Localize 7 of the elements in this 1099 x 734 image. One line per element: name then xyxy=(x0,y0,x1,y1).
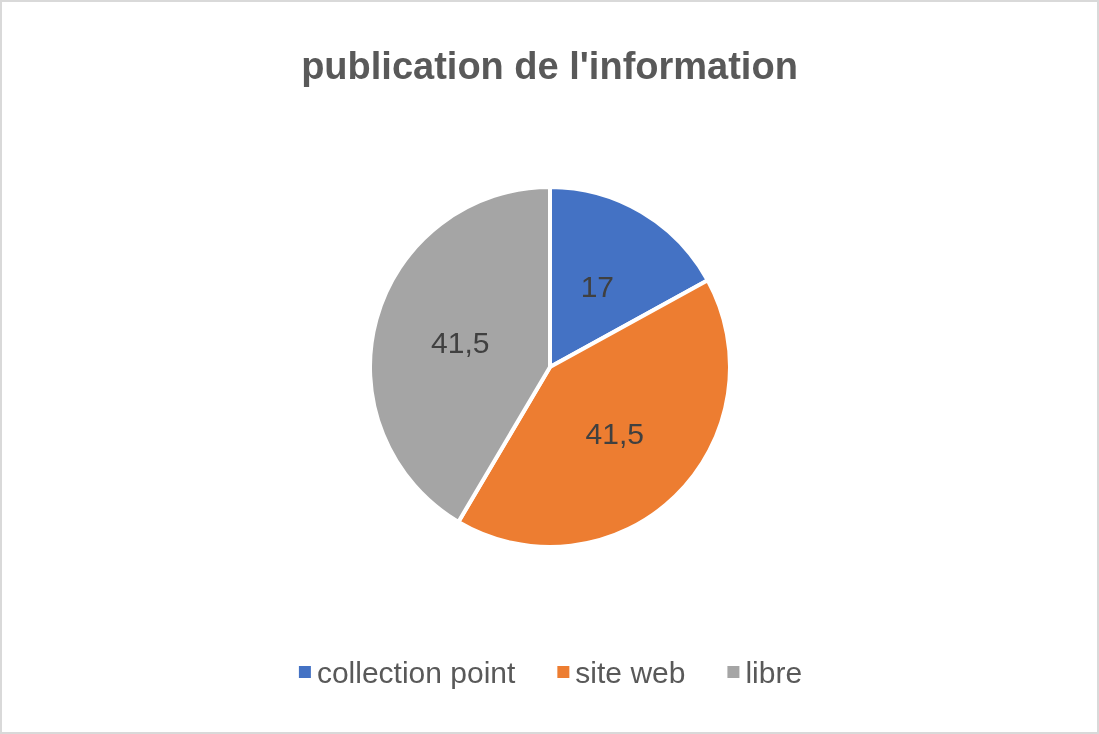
legend-label: site web xyxy=(575,655,686,689)
data-label: 17 xyxy=(580,270,615,304)
data-label: 41,5 xyxy=(431,325,490,359)
legend-label: libre xyxy=(745,655,803,689)
chart-title: publication de l'information xyxy=(301,45,798,87)
data-label: 41,5 xyxy=(585,417,644,451)
legend-label: collection point xyxy=(316,655,517,689)
